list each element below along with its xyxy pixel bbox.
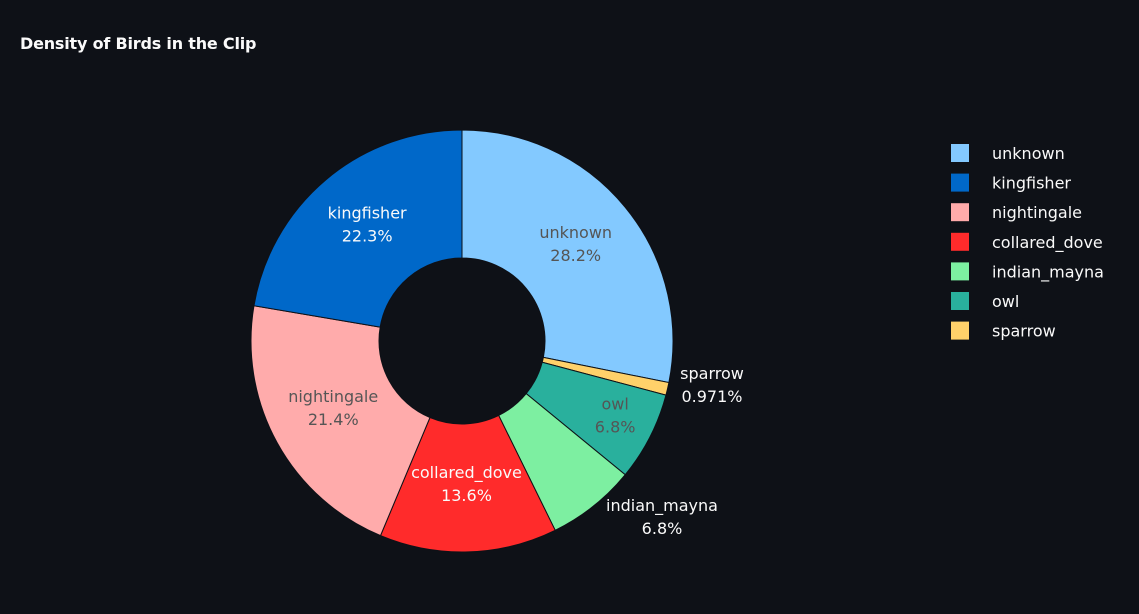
legend-label: indian_mayna <box>992 262 1104 282</box>
legend[interactable]: unknown kingfisher nightingale collared_dov… <box>951 144 1104 341</box>
slice-collared-dove[interactable] <box>379 414 556 553</box>
legend-item-nightingale[interactable]: nightingale <box>951 203 1082 222</box>
slice-label-indian-mayna: indian_mayna 6.8% <box>606 496 718 538</box>
chart-title: Density of Birds in the Clip <box>20 34 257 53</box>
slice-nightingale[interactable] <box>250 305 431 537</box>
legend-label: unknown <box>992 144 1065 163</box>
legend-item-indian-mayna[interactable]: indian_mayna <box>951 262 1104 282</box>
slice-label-collared-dove: collared_dove 13.6% <box>411 463 522 505</box>
slice-unknown[interactable] <box>461 129 674 384</box>
legend-item-unknown[interactable]: unknown <box>951 144 1065 163</box>
slice-label-kingfisher: kingfisher 22.3% <box>328 204 407 246</box>
legend-swatch <box>951 232 969 251</box>
slice-kingfisher[interactable] <box>253 129 463 328</box>
slice-labels: unknown 28.2% sparrow 0.971% owl 6.8% indian_m… <box>288 204 744 538</box>
legend-swatch <box>951 203 969 222</box>
legend-item-sparrow[interactable]: sparrow <box>951 321 1056 341</box>
legend-item-owl[interactable]: owl <box>951 292 1019 311</box>
legend-label: owl <box>992 292 1019 311</box>
legend-swatch <box>951 262 969 281</box>
legend-swatch <box>951 173 969 192</box>
legend-item-kingfisher[interactable]: kingfisher <box>951 173 1071 193</box>
legend-label: collared_dove <box>992 233 1103 253</box>
slice-label-sparrow: sparrow 0.971% <box>680 364 744 406</box>
legend-swatch <box>951 292 969 310</box>
slice-label-nightingale: nightingale 21.4% <box>288 387 378 429</box>
slice-label-unknown: unknown 28.2% <box>539 223 612 265</box>
donut-slices <box>250 129 674 553</box>
legend-item-collared-dove[interactable]: collared_dove <box>951 232 1103 253</box>
legend-label: nightingale <box>992 203 1082 222</box>
legend-swatch <box>951 144 969 162</box>
legend-label: sparrow <box>992 322 1056 341</box>
legend-swatch <box>951 321 969 340</box>
legend-label: kingfisher <box>992 174 1071 193</box>
slice-label-owl: owl 6.8% <box>595 394 636 436</box>
